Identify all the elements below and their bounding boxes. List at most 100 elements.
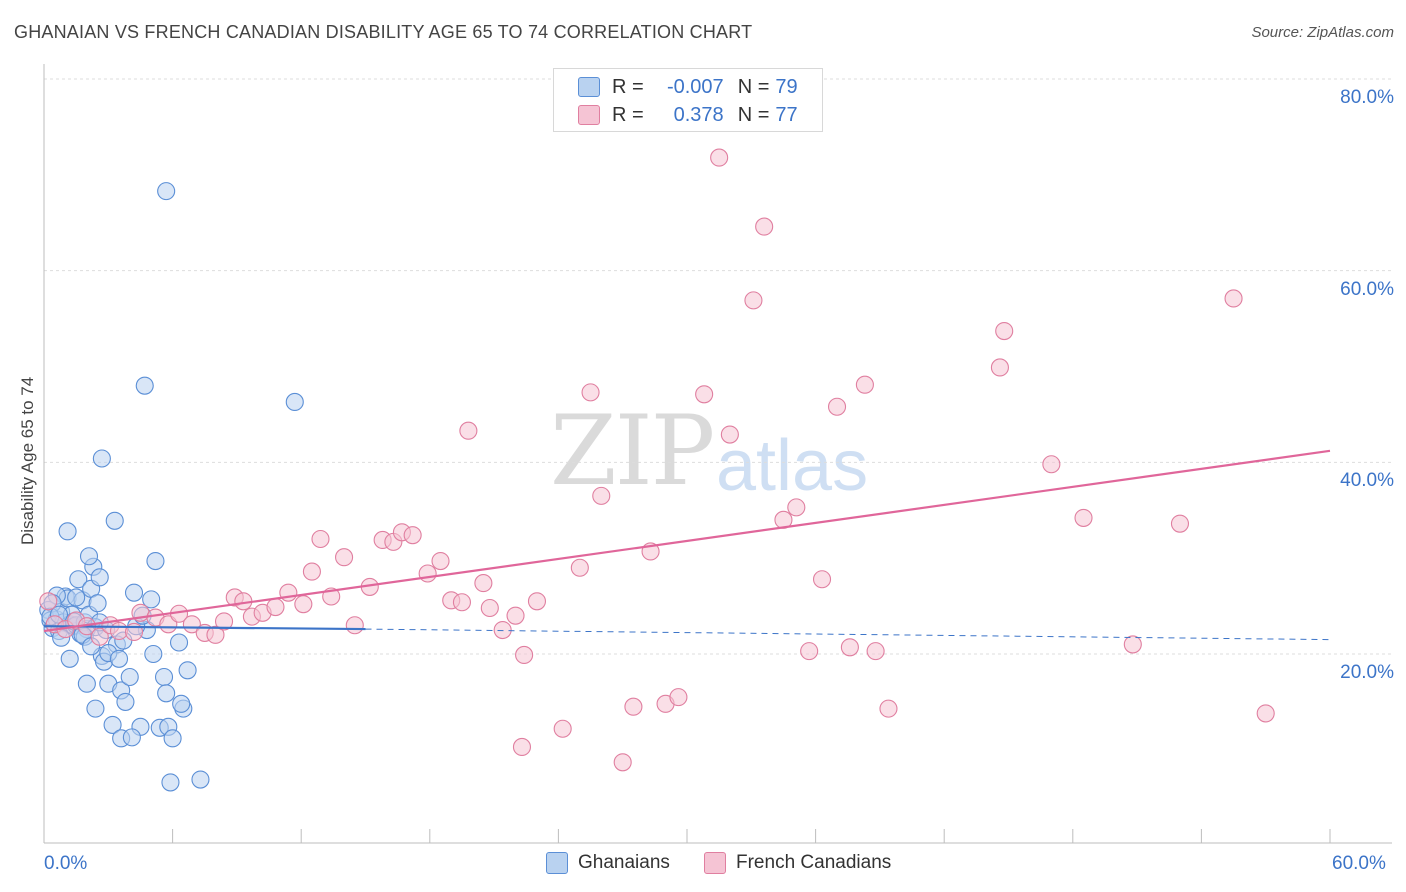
data-point [285, 392, 304, 412]
n-value: 77 [775, 103, 798, 126]
data-point [142, 590, 161, 609]
data-point [1224, 289, 1243, 308]
data-point [827, 397, 847, 416]
y-tick-label: 60.0% [1340, 278, 1394, 300]
data-point [206, 625, 225, 644]
r-value: 0.378 [673, 103, 724, 126]
legend-row-ghanaians: R = -0.007 N = 79 [578, 73, 798, 101]
data-point [1042, 455, 1061, 474]
data-point [311, 529, 330, 549]
data-point [840, 638, 859, 657]
data-point [69, 570, 88, 589]
data-point [294, 595, 313, 614]
trend-line-ghanaians [43, 625, 366, 631]
y-tick-label: 20.0% [1340, 662, 1394, 683]
data-point [755, 217, 774, 236]
trend-line-french-canadians [43, 449, 1331, 633]
data-point [995, 321, 1014, 341]
data-point [67, 588, 86, 607]
n-value: 79 [775, 75, 798, 98]
data-point [135, 376, 154, 395]
data-point [613, 753, 632, 772]
data-point [157, 684, 176, 703]
data-point [335, 548, 354, 567]
legend-row-french-canadians: R = 0.378 N = 77 [578, 101, 798, 129]
data-point [88, 594, 107, 613]
data-point [990, 358, 1009, 377]
data-point [39, 592, 58, 611]
data-point [527, 592, 547, 611]
data-point [109, 649, 129, 668]
n-label: N = [737, 103, 770, 126]
data-point [710, 148, 729, 167]
data-point [90, 568, 109, 587]
trend-lines [43, 449, 1331, 641]
data-point [178, 661, 197, 680]
data-point [163, 729, 182, 748]
french-canadians-swatch [578, 105, 600, 125]
data-point [879, 699, 898, 718]
data-point [1074, 508, 1093, 527]
legend-label-french-canadians: French Canadians [736, 852, 892, 873]
data-point [86, 699, 105, 718]
data-point [144, 644, 163, 664]
data-point [172, 694, 191, 713]
data-point [592, 486, 611, 505]
data-point [474, 574, 493, 593]
legend-label-ghanaians: Ghanaians [578, 852, 670, 873]
data-point [103, 715, 122, 734]
x-tick-label-max: 60.0% [1332, 853, 1386, 874]
data-points [39, 148, 1275, 792]
data-point [744, 291, 763, 310]
data-point [122, 728, 141, 747]
r-value: -0.007 [666, 75, 724, 98]
data-point [787, 498, 806, 517]
data-point [812, 570, 832, 589]
data-point [302, 562, 321, 581]
watermark-zip: ZIP [550, 395, 715, 507]
data-point [157, 182, 176, 201]
french-canadians-legend-swatch [704, 852, 726, 874]
chart-title: GHANAIAN VS FRENCH CANADIAN DISABILITY A… [14, 22, 753, 42]
n-label: N = [737, 75, 770, 98]
data-point [146, 551, 165, 571]
data-point [431, 551, 450, 571]
data-point [506, 606, 525, 625]
y-tick-label: 80.0% [1340, 87, 1394, 108]
data-point [124, 583, 144, 602]
data-point [570, 558, 589, 577]
y-tick-label: 40.0% [1340, 470, 1394, 492]
data-point [90, 627, 109, 646]
data-point [79, 547, 99, 566]
data-point [624, 697, 643, 716]
data-point [452, 593, 472, 612]
data-point [669, 688, 688, 707]
source-label: Source: ZipAtlas.com [1251, 24, 1394, 41]
data-point [214, 612, 234, 631]
ghanaians-swatch [578, 77, 600, 97]
trend-line-ghanaians-extension [365, 628, 1331, 641]
data-point [720, 425, 739, 444]
data-point [1170, 514, 1190, 533]
data-point [105, 511, 124, 530]
data-point [1256, 704, 1275, 723]
data-point [695, 385, 714, 404]
data-point [116, 692, 135, 711]
data-point [480, 598, 499, 618]
data-point [109, 621, 129, 641]
data-point [512, 737, 532, 757]
watermark-atlas: atlas [716, 426, 869, 506]
ghanaians-legend-swatch [546, 852, 568, 874]
data-point [161, 773, 180, 792]
data-point [1123, 635, 1142, 654]
data-point [800, 642, 819, 661]
data-point [493, 620, 512, 640]
data-point [191, 770, 210, 789]
legend-item-french-canadians[interactable]: French Canadians [704, 852, 891, 874]
data-point [58, 522, 77, 541]
legend-item-ghanaians[interactable]: Ghanaians [546, 852, 670, 874]
data-point [581, 383, 600, 402]
data-point [418, 564, 437, 583]
data-point [77, 674, 96, 693]
